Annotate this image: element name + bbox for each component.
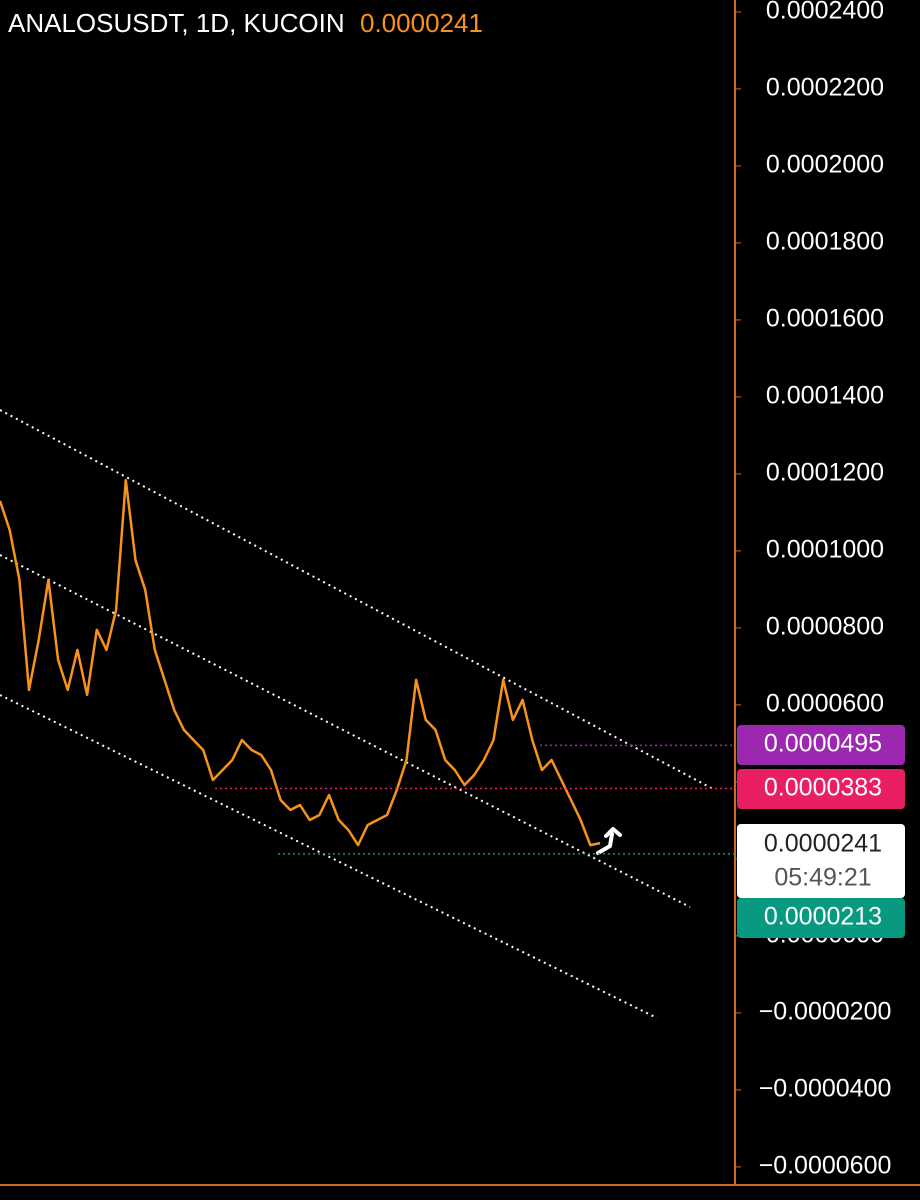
y-tick-label: 0.0002000: [766, 151, 884, 179]
price-tag-label: 0.0000213: [764, 903, 882, 931]
y-tick-label: 0.0002200: [766, 74, 884, 102]
y-tick-label: 0.0001000: [766, 536, 884, 564]
y-tick-label: 0.0001400: [766, 382, 884, 410]
countdown-label: 05:49:21: [774, 864, 871, 892]
y-tick-label: 0.0001800: [766, 228, 884, 256]
price-tag: [737, 898, 905, 938]
last-price-label: 0.0000241: [764, 830, 882, 858]
price-tag: [737, 725, 905, 765]
chart-title: ANALOSUSDT, 1D, KUCOIN: [8, 8, 345, 38]
y-tick-label: −0.0000200: [759, 998, 892, 1026]
y-tick-label: 0.0001600: [766, 305, 884, 333]
y-tick-label: −0.0000400: [759, 1075, 892, 1103]
y-tick-label: 0.0000600: [766, 690, 884, 718]
arrow-icon: [596, 827, 622, 855]
y-tick-label: −0.0000600: [759, 1152, 892, 1180]
y-tick-label: 0.0001200: [766, 459, 884, 487]
y-tick-label: 0.0000800: [766, 613, 884, 641]
price-tag: [737, 769, 905, 809]
price-line: [0, 478, 601, 847]
header-price: 0.0000241: [360, 8, 483, 38]
price-tag-label: 0.0000495: [764, 730, 882, 758]
channel-lines: [0, 409, 716, 1019]
y-tick-label: 0.0002400: [766, 0, 884, 25]
channel-bottom: [0, 694, 658, 1019]
price-tag-label: 0.0000383: [764, 774, 882, 802]
last-price-tag: [737, 824, 905, 898]
